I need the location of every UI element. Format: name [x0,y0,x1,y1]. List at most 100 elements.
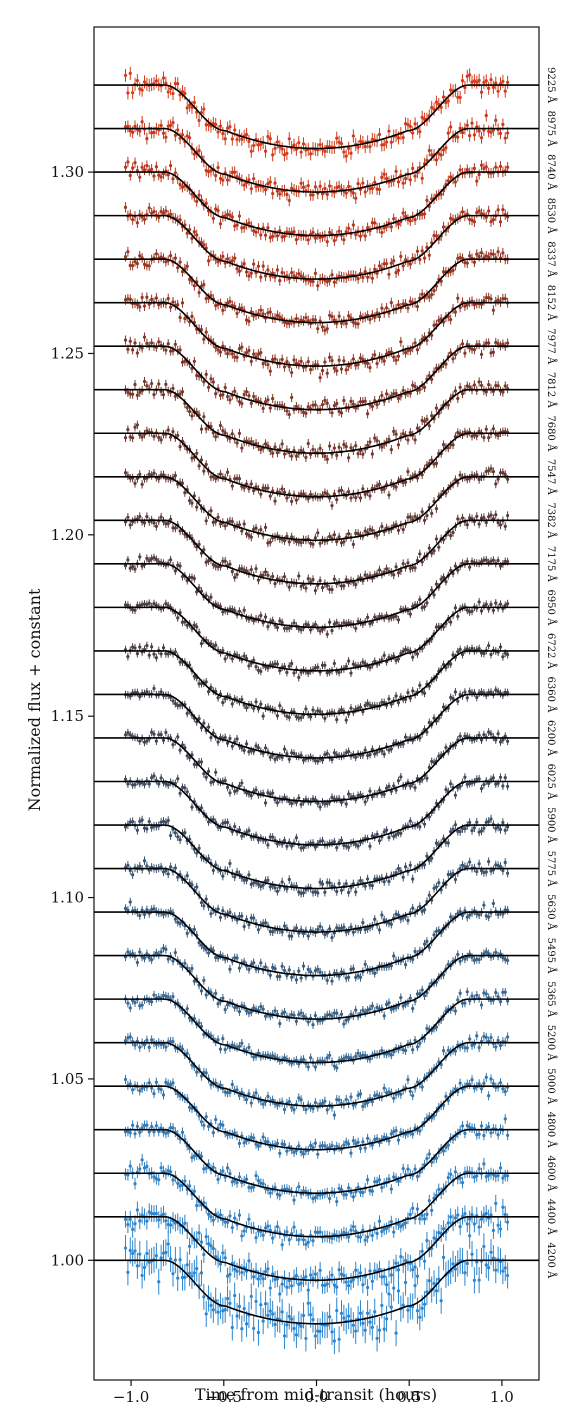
data-point [313,1272,317,1276]
data-point [506,1220,510,1224]
data-point [223,1256,227,1260]
data-point [356,1051,360,1055]
data-point [254,744,258,748]
data-point [382,1135,386,1139]
data-point [482,952,486,956]
data-point [477,733,481,737]
data-point [123,1130,128,1134]
data-point [199,1120,204,1124]
data-point [244,1322,249,1326]
data-point [377,839,382,843]
data-point [399,1255,403,1259]
data-point [292,1108,296,1112]
data-point [126,603,130,607]
data-point [128,868,132,873]
data-point [256,1330,261,1335]
data-point [202,978,206,983]
data-point [465,1261,469,1266]
data-point [261,791,265,796]
data-point [157,1129,161,1134]
data-point [411,877,415,881]
data-point [249,794,253,798]
data-point [204,993,208,997]
data-point [494,1201,498,1205]
data-point [259,1303,263,1307]
data-point [347,749,351,754]
data-point [301,964,306,968]
data-point [271,930,275,934]
data-point [425,854,429,858]
data-point [183,1179,187,1183]
data-point [285,887,289,891]
data-point [256,1051,261,1055]
data-point [140,1086,144,1090]
data-point [183,831,187,835]
data-point [126,908,130,912]
data-point [501,1205,505,1209]
data-point [209,912,213,916]
data-point [441,1149,446,1153]
data-point [285,1285,289,1289]
data-point [330,1273,334,1277]
data-point [430,1208,434,1213]
data-point [491,1228,495,1233]
data-point [339,1272,344,1276]
data-point [425,730,429,734]
data-point [195,885,199,889]
data-point [373,1180,377,1184]
data-point [294,1333,299,1337]
data-point [195,1267,199,1271]
data-point [309,1273,313,1277]
data-point [380,1275,384,1279]
data-point [465,990,469,994]
data-point [494,990,498,995]
data-point [506,908,510,912]
data-point [297,931,301,935]
data-point [506,1133,510,1137]
data-point [235,788,239,793]
data-point [449,830,453,834]
data-point [408,736,412,740]
data-point [280,1243,284,1247]
data-point [282,924,287,928]
data-point [242,1306,246,1311]
data-point [449,915,453,919]
data-point [185,754,189,758]
data-point [152,1212,156,1216]
data-point [487,1266,491,1270]
data-point [427,684,431,688]
data-point [335,1144,339,1148]
data-point [133,1182,137,1186]
data-point [422,1302,427,1306]
data-point [335,717,339,722]
data-point [356,1093,360,1097]
data-point [131,1088,135,1092]
data-point [244,878,249,882]
data-point [496,1038,500,1043]
data-point [337,1186,341,1191]
data-point [479,787,484,791]
data-point [297,796,301,800]
data-point [297,1282,301,1286]
data-point [496,825,500,829]
data-point [432,716,436,720]
data-point [230,1325,234,1330]
data-point [366,1008,370,1012]
data-point [176,777,180,781]
data-point [161,1169,166,1174]
data-point [268,1228,272,1232]
data-point [135,651,139,656]
data-point [498,1166,503,1170]
data-point [299,1324,303,1328]
data-point [453,1170,458,1174]
data-point [468,1217,472,1221]
data-point [380,749,384,753]
data-point [418,904,422,909]
data-point [228,1272,232,1276]
data-point [123,1039,128,1043]
data-point [420,1213,424,1217]
data-point [140,908,144,912]
data-point [256,838,261,842]
data-point [271,1098,275,1102]
data-point [347,712,351,716]
